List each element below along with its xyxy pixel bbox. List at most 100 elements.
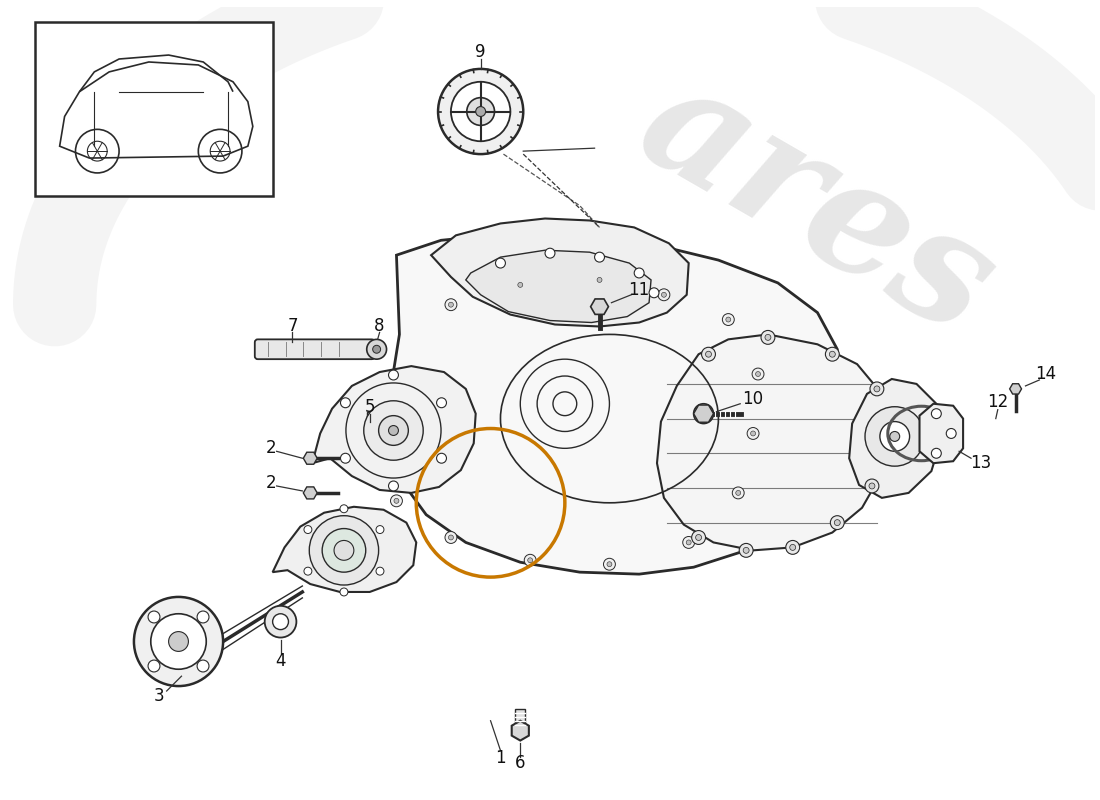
Circle shape: [635, 268, 645, 278]
Polygon shape: [273, 506, 416, 592]
Text: parts: parts: [592, 410, 727, 516]
Text: 1: 1: [495, 750, 506, 767]
Circle shape: [695, 534, 702, 541]
Circle shape: [790, 545, 795, 550]
Circle shape: [661, 292, 667, 298]
Circle shape: [388, 370, 398, 380]
Circle shape: [869, 483, 874, 489]
Circle shape: [702, 347, 715, 361]
Circle shape: [890, 431, 900, 442]
Circle shape: [451, 82, 510, 142]
Circle shape: [265, 606, 296, 638]
Circle shape: [658, 289, 670, 301]
Circle shape: [750, 431, 756, 436]
Circle shape: [388, 481, 398, 491]
Text: 2: 2: [265, 474, 276, 492]
Circle shape: [744, 547, 749, 554]
Circle shape: [607, 562, 612, 566]
Circle shape: [604, 558, 615, 570]
Circle shape: [388, 426, 398, 435]
Polygon shape: [389, 234, 843, 574]
Circle shape: [334, 541, 354, 560]
Circle shape: [387, 447, 399, 459]
Circle shape: [495, 258, 505, 268]
Bar: [515, 709, 525, 730]
Polygon shape: [657, 334, 889, 550]
Circle shape: [825, 347, 839, 361]
Circle shape: [829, 351, 835, 357]
Circle shape: [475, 106, 485, 117]
Circle shape: [834, 520, 840, 526]
Circle shape: [880, 431, 893, 446]
Circle shape: [692, 530, 705, 545]
Circle shape: [151, 614, 207, 670]
Polygon shape: [465, 250, 651, 322]
Polygon shape: [431, 218, 689, 326]
Circle shape: [764, 334, 771, 340]
Text: 3: 3: [153, 687, 164, 705]
Polygon shape: [366, 412, 402, 434]
Circle shape: [437, 398, 447, 408]
Circle shape: [597, 278, 602, 282]
Circle shape: [932, 409, 942, 418]
Polygon shape: [304, 487, 317, 499]
Circle shape: [705, 351, 712, 357]
Circle shape: [366, 339, 386, 359]
Text: 7: 7: [287, 318, 298, 335]
Circle shape: [341, 454, 351, 463]
Polygon shape: [591, 299, 608, 314]
Text: 8: 8: [374, 318, 385, 335]
Circle shape: [733, 487, 745, 499]
Circle shape: [273, 614, 288, 630]
Polygon shape: [849, 379, 942, 498]
Circle shape: [438, 69, 524, 154]
Circle shape: [340, 505, 348, 513]
Circle shape: [364, 401, 424, 460]
Circle shape: [376, 567, 384, 575]
Circle shape: [747, 427, 759, 439]
Circle shape: [148, 611, 159, 623]
Circle shape: [322, 529, 365, 572]
Circle shape: [694, 404, 714, 423]
Circle shape: [880, 422, 910, 451]
Polygon shape: [304, 452, 317, 464]
Text: ares: ares: [615, 44, 1020, 367]
Text: 9: 9: [475, 43, 486, 61]
Circle shape: [304, 526, 312, 534]
Circle shape: [373, 346, 381, 354]
Text: 10: 10: [742, 390, 763, 408]
Text: 4: 4: [275, 652, 286, 670]
Circle shape: [865, 406, 924, 466]
Circle shape: [437, 454, 447, 463]
Circle shape: [756, 371, 760, 377]
Text: since 1985: since 1985: [668, 275, 928, 454]
Bar: [35, 22, 273, 196]
Circle shape: [446, 298, 456, 310]
Circle shape: [683, 537, 694, 548]
Circle shape: [518, 282, 522, 287]
Circle shape: [528, 558, 532, 562]
Text: 2: 2: [265, 439, 276, 458]
Circle shape: [649, 288, 659, 298]
Circle shape: [446, 531, 456, 543]
Polygon shape: [512, 721, 529, 741]
Circle shape: [873, 386, 880, 392]
Circle shape: [449, 535, 453, 540]
Circle shape: [449, 302, 453, 307]
Text: 11: 11: [628, 281, 650, 299]
Circle shape: [134, 597, 223, 686]
Circle shape: [309, 516, 378, 585]
Polygon shape: [1010, 384, 1022, 394]
Circle shape: [197, 660, 209, 672]
Circle shape: [870, 382, 883, 396]
Text: 12: 12: [987, 393, 1009, 410]
Circle shape: [148, 660, 159, 672]
Circle shape: [390, 495, 403, 506]
Circle shape: [865, 479, 879, 493]
Circle shape: [168, 631, 188, 651]
Polygon shape: [694, 405, 714, 422]
Circle shape: [752, 368, 764, 380]
Circle shape: [341, 398, 351, 408]
Circle shape: [761, 330, 774, 344]
Circle shape: [830, 516, 844, 530]
